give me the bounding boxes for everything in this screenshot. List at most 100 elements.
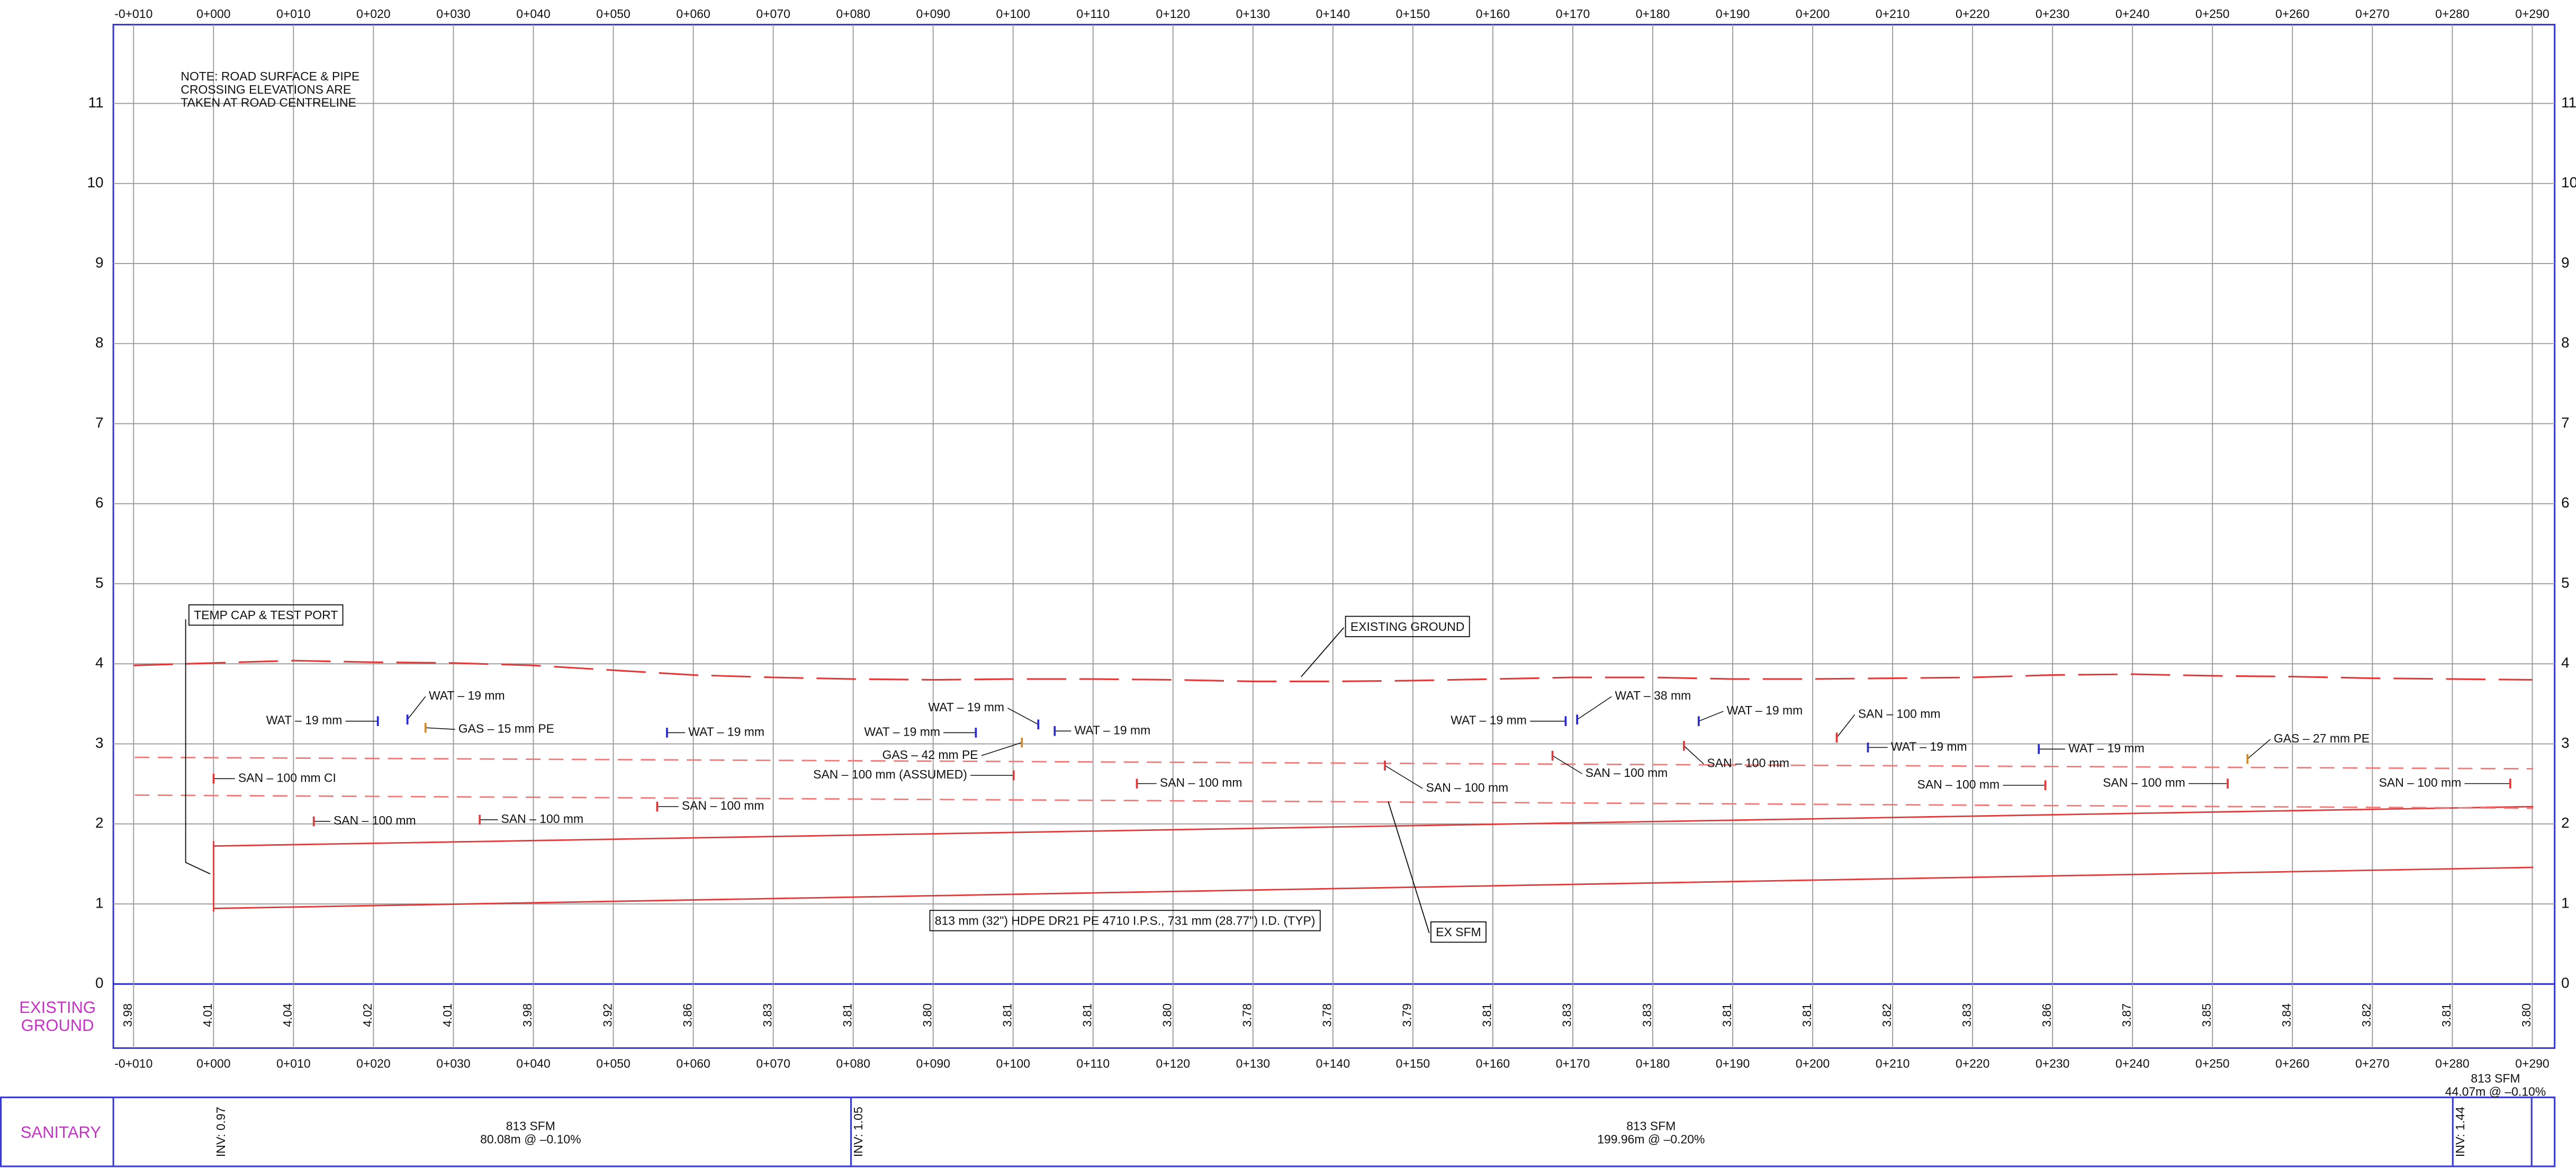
- elevation-label: 10: [2561, 174, 2576, 191]
- elevation-label: 3: [2561, 735, 2570, 751]
- station-label: 0+260: [2275, 1057, 2309, 1071]
- callout-box: [1345, 615, 1470, 637]
- elevation-label: 8: [2561, 334, 2570, 351]
- station-label: 0+230: [2035, 7, 2069, 21]
- existing-ground-line: [133, 659, 2533, 683]
- ground-elevation: 3.92: [600, 1003, 614, 1027]
- utility-leader: [1384, 765, 1423, 789]
- utility-label: SAN – 100 mm: [1707, 756, 1789, 769]
- station-label: 0+220: [1956, 1057, 1989, 1071]
- station-label: 0+120: [1156, 1057, 1190, 1071]
- station-label: 0+120: [1156, 7, 1190, 21]
- elevation-label: 9: [95, 254, 104, 270]
- utility-label: WAT – 19 mm: [266, 713, 343, 727]
- ground-elevation: 3.83: [760, 1003, 774, 1027]
- utility-label: WAT – 19 mm: [1075, 723, 1151, 737]
- ground-elevation: 4.01: [440, 1003, 454, 1027]
- utility-label: GAS – 15 mm PE: [458, 721, 554, 735]
- station-label: 0+050: [596, 1057, 630, 1071]
- station-label: 0+160: [1476, 7, 1510, 21]
- leader: [1388, 801, 1430, 934]
- segment-name: 813 SFM: [2471, 1071, 2520, 1085]
- station-label: 0+080: [836, 1057, 870, 1071]
- elevation-label: 4: [2561, 655, 2570, 671]
- utility-label: SAN – 100 mm: [682, 799, 764, 812]
- ground-elevation: 3.80: [920, 1003, 934, 1027]
- station-label: 0+170: [1556, 1057, 1590, 1071]
- station-label: 0+170: [1556, 7, 1590, 21]
- ground-row-label: EXISTING: [19, 998, 96, 1017]
- station-label: 0+230: [2035, 1057, 2069, 1071]
- pipe-top: [213, 805, 2534, 847]
- utility-label: WAT – 19 mm: [429, 689, 505, 702]
- station-label: 0+090: [916, 7, 950, 21]
- utility-label: SAN – 100 mm: [334, 813, 416, 827]
- ground-elevation: 3.81: [1800, 1003, 1814, 1027]
- station-label: 0+050: [596, 7, 630, 21]
- station-label: -0+010: [114, 1057, 152, 1071]
- utility-leader: [1683, 745, 1704, 764]
- segment-name: 813 SFM: [506, 1119, 555, 1133]
- station-label: 0+210: [1876, 1057, 1910, 1071]
- ground-elevation: 3.78: [1320, 1003, 1334, 1027]
- ground-elevation: 3.86: [680, 1003, 694, 1027]
- station-label: 0+130: [1236, 7, 1270, 21]
- utility-label: SAN – 100 mm: [1858, 707, 1941, 720]
- pipe-bottom: [213, 866, 2534, 909]
- station-label: 0+010: [276, 7, 310, 21]
- station-label: -0+010: [114, 7, 152, 21]
- segment-name: 813 SFM: [1626, 1119, 1676, 1133]
- ground-elevation: 4.04: [281, 1003, 294, 1027]
- utility-label: SAN – 100 mm: [1426, 781, 1509, 794]
- station-label: 0+290: [2515, 7, 2549, 21]
- station-label: 0+070: [756, 1057, 790, 1071]
- ground-elevation: 3.87: [2120, 1003, 2133, 1027]
- ex-sfm-bottom: [134, 794, 2534, 809]
- utility-leader: [407, 696, 426, 720]
- station-label: 0+140: [1316, 7, 1350, 21]
- invert-label: INV: 1.05: [851, 1107, 865, 1157]
- elevation-label: 10: [87, 174, 103, 191]
- ground-elevation: 3.83: [1640, 1003, 1654, 1027]
- station-label: 0+150: [1396, 1057, 1430, 1071]
- ground-elevation: 3.81: [1000, 1003, 1014, 1027]
- ground-elevation: 3.81: [840, 1003, 854, 1027]
- sanitary-band: [0, 1096, 2556, 1167]
- ground-elevation: 3.86: [2040, 1003, 2053, 1027]
- station-label: 0+180: [1636, 7, 1670, 21]
- station-label: 0+290: [2515, 1057, 2549, 1071]
- utility-label: SAN – 100 mm: [2103, 776, 2185, 790]
- station-label: 0+210: [1876, 7, 1910, 21]
- station-label: 0+250: [2195, 1057, 2229, 1071]
- utility-label: WAT – 19 mm: [1727, 703, 1803, 717]
- station-label: 0+130: [1236, 1057, 1270, 1071]
- ground-elevation: 3.85: [2200, 1003, 2213, 1027]
- ground-elevation: 3.98: [121, 1003, 134, 1027]
- ground-elevation: 3.81: [1080, 1003, 1094, 1027]
- utility-leader: [981, 742, 1022, 756]
- station-label: 0+040: [516, 1057, 550, 1071]
- ground-elevation: 3.82: [2359, 1003, 2373, 1027]
- station-label: 0+000: [196, 1057, 230, 1071]
- station-label: 0+190: [1716, 7, 1750, 21]
- ground-elevation: 3.84: [2280, 1003, 2293, 1027]
- station-label: 0+010: [276, 1057, 310, 1071]
- station-label: 0+240: [2115, 1057, 2149, 1071]
- elevation-label: 8: [95, 334, 104, 351]
- station-label: 0+190: [1716, 1057, 1750, 1071]
- utility-label: WAT – 19 mm: [2068, 741, 2145, 755]
- station-label: 0+150: [1396, 7, 1430, 21]
- ground-elevation: 3.78: [1240, 1003, 1254, 1027]
- band-label: SANITARY: [21, 1123, 101, 1142]
- elevation-label: 6: [95, 494, 104, 511]
- leader: [1301, 627, 1345, 677]
- elevation-label: 11: [2561, 94, 2576, 111]
- ground-row: [112, 983, 2556, 1049]
- note: CROSSING ELEVATIONS ARE: [181, 83, 351, 96]
- utility-label: WAT – 19 mm: [864, 725, 940, 738]
- station-label: 0+030: [436, 7, 470, 21]
- station-label: 0+200: [1796, 1057, 1830, 1071]
- utility-leader: [1836, 714, 1856, 738]
- elevation-label: 4: [95, 655, 104, 671]
- station-label: 0+250: [2195, 7, 2229, 21]
